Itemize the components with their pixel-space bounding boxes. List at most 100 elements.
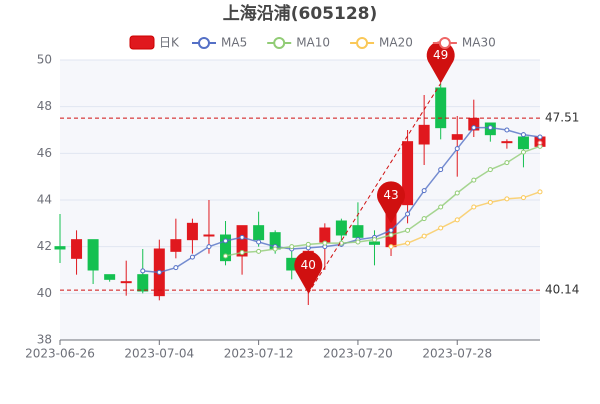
candle-body bbox=[352, 225, 364, 238]
ma-point bbox=[438, 225, 444, 231]
ma-point bbox=[388, 244, 394, 250]
candle-body bbox=[71, 239, 83, 259]
chart-title: 上海沿浦(605128) bbox=[223, 3, 378, 24]
y-tick-label: 48 bbox=[37, 99, 52, 113]
x-tick-label: 2023-07-12 bbox=[224, 347, 294, 361]
candle-body bbox=[170, 239, 182, 252]
ma-point bbox=[140, 268, 146, 274]
ma-point bbox=[239, 250, 245, 255]
x-tick-label: 2023-06-26 bbox=[25, 347, 95, 361]
ma-point bbox=[156, 269, 162, 275]
candle-body bbox=[402, 141, 414, 206]
legend-label: MA30 bbox=[462, 36, 496, 50]
ma-point bbox=[487, 199, 493, 205]
ma-point bbox=[223, 253, 229, 259]
ma-point bbox=[405, 211, 411, 217]
candle-body bbox=[319, 227, 331, 243]
ma-point bbox=[438, 167, 444, 173]
ma-point bbox=[405, 227, 411, 233]
mark-line-label: 40.14 bbox=[545, 283, 579, 297]
ma-point bbox=[487, 167, 493, 173]
candle-body bbox=[253, 225, 265, 241]
candle-body bbox=[87, 239, 99, 271]
candle-body bbox=[104, 274, 116, 280]
ma-point bbox=[454, 190, 460, 196]
mark-pin bbox=[377, 181, 406, 224]
legend-icon bbox=[273, 37, 286, 49]
y-tick-label: 44 bbox=[37, 193, 52, 207]
ma-point bbox=[173, 265, 179, 271]
candle-body bbox=[501, 141, 513, 144]
y-tick-label: 42 bbox=[37, 239, 52, 253]
ma-point bbox=[223, 238, 229, 244]
legend-icon bbox=[198, 37, 210, 49]
ma-point bbox=[471, 125, 477, 131]
ma-point bbox=[454, 146, 460, 152]
mark-pin-label: 43 bbox=[383, 188, 398, 202]
ma-point bbox=[272, 246, 278, 252]
ma-point bbox=[520, 149, 526, 155]
ma-point bbox=[471, 204, 477, 210]
mark-pin-label: 49 bbox=[433, 48, 448, 62]
ma-point bbox=[355, 239, 361, 245]
legend-label: MA5 bbox=[221, 36, 247, 50]
y-tick-label: 50 bbox=[37, 53, 52, 67]
ma-point bbox=[520, 195, 526, 201]
candle-body bbox=[236, 225, 248, 257]
y-tick-label: 40 bbox=[37, 286, 52, 300]
mark-pin-label: 40 bbox=[301, 258, 316, 272]
mark-pin bbox=[426, 41, 455, 84]
ma-point bbox=[388, 227, 394, 233]
ma-point bbox=[421, 233, 427, 239]
ma-line bbox=[390, 191, 541, 248]
ma-point bbox=[454, 217, 460, 223]
y-tick-label: 38 bbox=[37, 333, 52, 347]
trend-line bbox=[307, 83, 442, 294]
legend: 日K MA5 MA10 MA20 MA30 bbox=[129, 35, 496, 50]
ma-point bbox=[421, 216, 427, 222]
ma-point bbox=[537, 134, 543, 140]
ma-point bbox=[487, 125, 493, 131]
candle-body bbox=[335, 220, 347, 236]
ma-point bbox=[504, 160, 510, 166]
ma-point bbox=[305, 241, 311, 247]
ma-line bbox=[225, 145, 541, 257]
legend-label: MA10 bbox=[296, 36, 330, 50]
ma-point bbox=[537, 189, 543, 195]
x-tick-label: 2023-07-04 bbox=[124, 347, 194, 361]
legend-icon bbox=[129, 35, 155, 50]
ma-point bbox=[504, 196, 510, 202]
candle-body bbox=[418, 124, 430, 145]
legend-icon bbox=[438, 37, 451, 49]
candle-body bbox=[517, 136, 529, 150]
ma-point bbox=[239, 234, 245, 240]
x-tick-label: 2023-07-28 bbox=[422, 347, 492, 361]
ma-point bbox=[405, 240, 411, 246]
ma-point bbox=[256, 239, 262, 245]
ma-point bbox=[421, 188, 427, 194]
ma-point bbox=[322, 240, 328, 246]
ma-point bbox=[371, 237, 377, 243]
ma-point bbox=[471, 177, 477, 183]
candle-body bbox=[451, 134, 463, 140]
ma-point bbox=[520, 132, 526, 138]
mark-pin bbox=[294, 251, 323, 294]
ma-point bbox=[256, 248, 262, 254]
ma-point bbox=[289, 244, 295, 250]
legend-icon bbox=[356, 37, 369, 49]
candle-body bbox=[120, 281, 132, 284]
ma-point bbox=[438, 204, 444, 210]
candle-body bbox=[203, 234, 215, 237]
ma-point bbox=[189, 254, 195, 260]
candle-body bbox=[186, 222, 198, 241]
x-tick-label: 2023-07-20 bbox=[323, 347, 393, 361]
candle-body bbox=[368, 241, 380, 245]
ma-point bbox=[388, 232, 394, 238]
mark-line-label: 47.51 bbox=[545, 111, 579, 125]
candle-body bbox=[137, 274, 149, 292]
ma-point bbox=[504, 127, 510, 133]
ma-point bbox=[537, 140, 543, 146]
y-tick-label: 46 bbox=[37, 146, 52, 160]
legend-label: 日K bbox=[159, 36, 180, 50]
